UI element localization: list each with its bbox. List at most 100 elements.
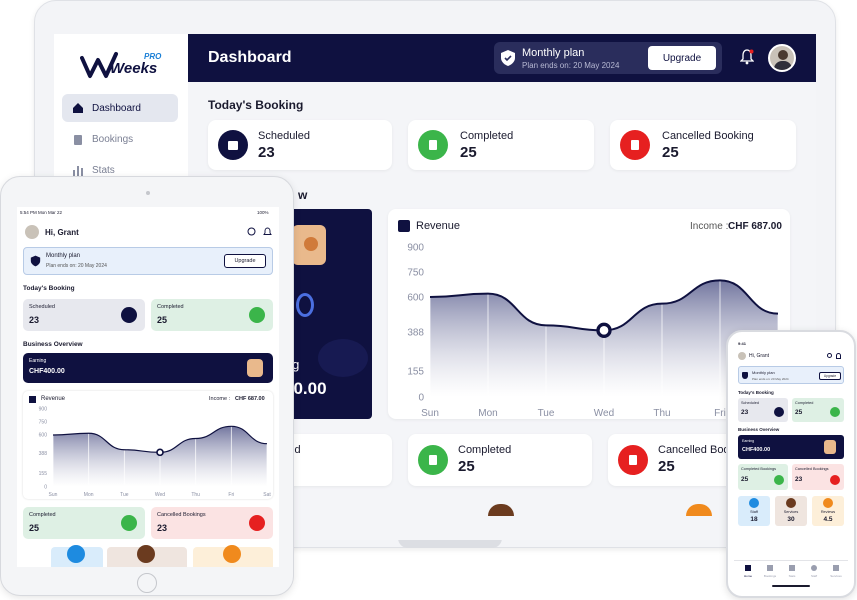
- x-tick-label: Wed: [155, 492, 165, 498]
- highlight-point: [596, 322, 612, 338]
- status-time: 9:41: [738, 341, 747, 346]
- avatar[interactable]: [768, 44, 796, 72]
- card-label: Completed: [458, 444, 512, 456]
- plan-banner: Monthly plan Plan ends on: 20 May 2024 U…: [23, 247, 273, 275]
- reviews-card[interactable]: [193, 545, 273, 567]
- card-value: 23: [741, 409, 749, 416]
- stat-card-completed-bookings[interactable]: Completed Bookings 25: [738, 464, 788, 490]
- clipboard-x-icon: [830, 475, 840, 485]
- plan-name: Monthly plan: [46, 253, 81, 259]
- tab-services[interactable]: Services: [826, 564, 846, 580]
- y-tick-label: 750: [407, 267, 424, 278]
- greeting: Hi, Grant: [749, 353, 770, 359]
- sidebar-item-dashboard[interactable]: Dashboard: [62, 94, 178, 122]
- tab-home[interactable]: Home: [738, 564, 758, 580]
- coin-stack-icon: [247, 359, 263, 377]
- card-label: Cancelled Boo: [658, 444, 730, 456]
- card-label: Cancelled Bookings: [795, 467, 829, 471]
- card-value: 25: [741, 476, 749, 483]
- bell-icon[interactable]: [836, 353, 841, 359]
- bar-chart-icon: [72, 164, 84, 176]
- clipboard-icon: [72, 133, 84, 145]
- card-value: 25: [460, 144, 477, 161]
- logo-text: Weeks: [110, 60, 158, 77]
- card-label: Scheduled: [741, 401, 759, 405]
- mini-card-reviews[interactable]: Reviews 4.5: [812, 496, 844, 526]
- staff-icon: [811, 565, 817, 571]
- bottom-card-completed[interactable]: Completed 25: [408, 434, 592, 486]
- card-value: 4.5: [823, 516, 833, 523]
- x-tick-label: Wed: [594, 408, 614, 419]
- stat-card-cancelled-bookings[interactable]: Cancelled Bookings 23: [792, 464, 844, 490]
- clipboard-check-icon: [418, 445, 448, 475]
- sidebar-item-stats[interactable]: Stats: [62, 156, 178, 184]
- mini-card-services[interactable]: Services 30: [775, 496, 807, 526]
- card-label: Scheduled: [29, 304, 55, 310]
- section-title-business-overview: Business Overview: [738, 427, 780, 432]
- chat-icon[interactable]: [827, 353, 832, 358]
- star-icon: [823, 498, 833, 508]
- laptop-screen: Weeks PRO Dashboard Bookings Stats Dashb…: [54, 34, 816, 540]
- avatar[interactable]: [25, 225, 39, 239]
- tab-stats[interactable]: Stats: [782, 564, 802, 580]
- card-value: 25: [29, 523, 40, 533]
- income-value: CHF 687.00: [728, 221, 782, 232]
- staff-card[interactable]: [51, 545, 103, 567]
- tab-staff[interactable]: Staff: [804, 564, 824, 580]
- plan-banner: Monthly plan Plan ends on: 20 May 2024 U…: [738, 366, 844, 384]
- card-value: 25: [458, 458, 475, 475]
- income-label: Income :: [209, 396, 231, 402]
- services-card[interactable]: [107, 545, 187, 567]
- upgrade-button[interactable]: Upgrade: [819, 372, 841, 380]
- bottom-card-cancelled[interactable]: Cancelled Bookings 23: [151, 507, 273, 539]
- section-title-business-overview: Business Overview: [23, 341, 83, 348]
- card-value: 25: [658, 458, 675, 475]
- y-tick-label: 388: [39, 451, 48, 457]
- legend-swatch: [29, 396, 36, 403]
- chat-icon[interactable]: [247, 227, 256, 236]
- calendar-icon: [121, 307, 137, 323]
- card-value: 23: [29, 315, 40, 325]
- earning-value: CHF400.00: [29, 368, 65, 375]
- phone-frame: 9:41 Hi, Grant Monthly plan Plan ends on…: [726, 330, 856, 598]
- avatar[interactable]: [738, 352, 746, 360]
- tab-bookings[interactable]: Bookings: [760, 564, 780, 580]
- plan-end-date: Plan ends on: 20 May 2024: [46, 263, 107, 269]
- income-value: CHF 687.00: [235, 396, 265, 402]
- upgrade-button[interactable]: Upgrade: [648, 46, 716, 70]
- clipboard-x-icon: [249, 515, 265, 531]
- y-tick-label: 155: [407, 367, 424, 378]
- y-tick-label: 900: [39, 407, 48, 413]
- services-icon: [137, 545, 155, 563]
- card-label: Services: [783, 510, 799, 514]
- booking-card-cancelled[interactable]: Cancelled Booking 25: [610, 120, 796, 170]
- sidebar-item-label: Bookings: [92, 133, 134, 145]
- booking-card-completed[interactable]: Completed 25: [408, 120, 594, 170]
- card-label: Cancelled Booking: [662, 130, 754, 142]
- series-line: [429, 279, 779, 332]
- mini-card-staff[interactable]: Staff 18: [738, 496, 770, 526]
- tablet-screen: 5:54 PM Mon Mar 22 100% Hi, Grant Monthl…: [17, 207, 279, 567]
- bottom-card-completed[interactable]: Completed 25: [23, 507, 145, 539]
- bottom-card-scheduled[interactable]: led: [286, 434, 392, 486]
- home-button[interactable]: [137, 573, 157, 593]
- plan-name: Monthly plan: [522, 47, 585, 59]
- card-label: Reviews: [820, 510, 836, 514]
- booking-card-completed[interactable]: Completed 25: [151, 299, 273, 331]
- page-title: Dashboard: [208, 49, 292, 66]
- card-value: 25: [157, 315, 168, 325]
- home-icon: [745, 565, 751, 571]
- upgrade-button[interactable]: Upgrade: [224, 254, 266, 268]
- x-tick-label: Fri: [228, 492, 234, 498]
- clipboard-icon: [767, 565, 773, 571]
- card-label: Completed Bookings: [741, 467, 777, 471]
- bell-icon[interactable]: [740, 49, 754, 65]
- status-time: 5:54 PM Mon Mar 22: [20, 210, 63, 215]
- booking-card-scheduled[interactable]: Scheduled 23: [208, 120, 392, 170]
- booking-card-scheduled[interactable]: Scheduled 23: [738, 398, 788, 422]
- booking-card-completed[interactable]: Completed 25: [792, 398, 844, 422]
- sidebar-item-bookings[interactable]: Bookings: [62, 125, 178, 153]
- logo-badge: PRO: [144, 52, 162, 61]
- booking-card-scheduled[interactable]: Scheduled 23: [23, 299, 145, 331]
- bell-icon[interactable]: [263, 227, 272, 237]
